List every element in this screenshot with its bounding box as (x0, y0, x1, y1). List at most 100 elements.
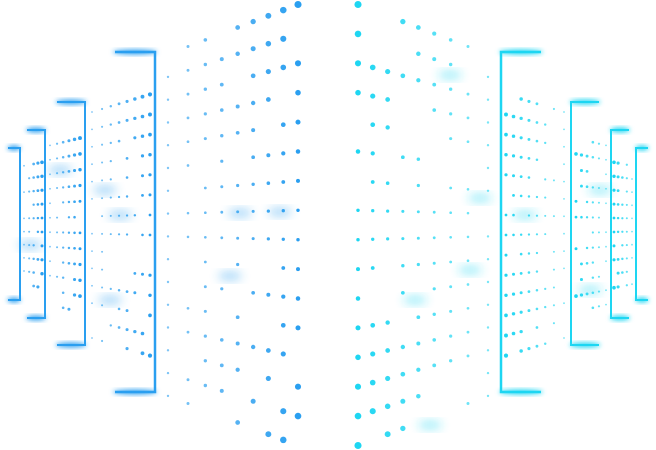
dot (625, 257, 628, 260)
glow-spot (588, 186, 612, 194)
dot (73, 215, 76, 219)
dot (78, 294, 82, 298)
dot (36, 203, 40, 206)
dot (32, 284, 35, 288)
dot (385, 375, 391, 381)
dot (631, 217, 633, 220)
dot (544, 287, 547, 291)
dot (236, 183, 240, 188)
dot (295, 119, 301, 125)
dot (432, 287, 436, 291)
dot (563, 145, 565, 148)
dot (280, 35, 287, 42)
dot (504, 293, 508, 298)
dot (591, 201, 594, 204)
dot (67, 154, 71, 158)
dot (535, 251, 539, 255)
glow-spot (578, 286, 602, 294)
dot (527, 176, 531, 179)
dot (486, 235, 490, 238)
dot (91, 145, 93, 148)
dot (49, 231, 51, 234)
dot (133, 329, 137, 334)
dot (355, 89, 361, 96)
dot (32, 271, 35, 274)
dot (295, 89, 301, 96)
dot (543, 342, 547, 345)
dot (281, 151, 286, 156)
dot (235, 367, 240, 372)
dot (32, 176, 35, 179)
dot (186, 164, 190, 167)
dot (109, 141, 112, 145)
dot (203, 186, 207, 190)
dot (91, 111, 93, 113)
dot (166, 144, 170, 147)
dot (78, 231, 82, 235)
dot (384, 431, 391, 438)
dot (597, 157, 601, 160)
dot (511, 331, 516, 336)
dot (519, 233, 523, 236)
dot (294, 383, 302, 390)
dot (552, 304, 555, 307)
dot (466, 354, 470, 358)
dot (527, 137, 531, 141)
dot (504, 132, 508, 137)
dot (109, 178, 112, 181)
dot (78, 136, 82, 141)
dot (544, 214, 547, 217)
dot (67, 216, 71, 219)
dot (40, 258, 44, 262)
dot (36, 175, 40, 179)
dot (621, 203, 624, 206)
dot (40, 188, 44, 192)
dot (449, 285, 453, 289)
dot (597, 305, 601, 308)
dot (527, 157, 531, 160)
dot (140, 94, 145, 99)
dot (432, 57, 437, 62)
bracket-glow (499, 49, 543, 55)
dot (449, 260, 453, 264)
dot (466, 188, 470, 191)
dot (266, 237, 270, 241)
dot (370, 322, 376, 328)
dot (579, 153, 584, 157)
dot (280, 408, 287, 415)
dot (385, 181, 390, 185)
dot (511, 312, 516, 316)
dot (78, 247, 82, 251)
bracket-glow (610, 127, 630, 133)
dot (166, 98, 170, 101)
dot (354, 30, 362, 38)
dot (280, 64, 287, 71)
dot (625, 203, 628, 206)
dot (527, 233, 531, 236)
dot (486, 394, 490, 398)
dot (203, 383, 208, 388)
dot (117, 102, 121, 106)
dot (466, 306, 470, 310)
dot (354, 441, 362, 450)
dot (448, 38, 453, 42)
dot (203, 112, 207, 116)
dot (385, 348, 391, 353)
dot (147, 353, 153, 358)
dot (355, 354, 361, 361)
dot (369, 408, 376, 415)
dot (370, 351, 376, 357)
dot (527, 252, 531, 255)
dot (605, 289, 607, 292)
dot (32, 257, 35, 261)
dot (631, 243, 633, 246)
dot (621, 257, 624, 261)
dot (28, 257, 31, 260)
dot (616, 161, 620, 165)
bracket (499, 50, 541, 394)
dot (281, 237, 285, 241)
dot (67, 246, 71, 250)
dot (511, 134, 516, 138)
dot (511, 154, 516, 158)
dot (23, 257, 25, 259)
